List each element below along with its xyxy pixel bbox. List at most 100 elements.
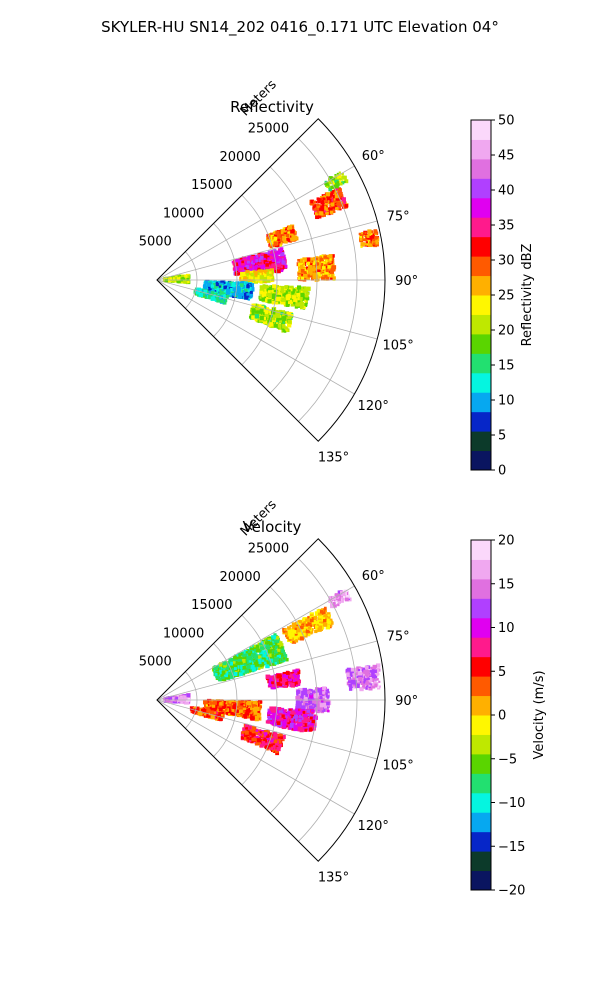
echo-gate (257, 269, 262, 274)
echo-gate (287, 681, 291, 685)
colorbar-tick-label: 40 (498, 184, 515, 199)
echo-gate (250, 287, 255, 292)
echo-gate (294, 671, 298, 675)
range-tick-label: 10000 (163, 206, 204, 221)
echo-gate (285, 303, 290, 307)
echo-gate (373, 243, 378, 248)
echo-gate (243, 277, 248, 282)
echo-gate (234, 266, 239, 271)
azimuth-tick-label: 135° (318, 451, 349, 466)
echo-gate (320, 205, 323, 209)
echo-gate (321, 261, 326, 266)
echo-gate (210, 296, 215, 301)
echo-gate (307, 274, 311, 278)
echo-gate (287, 231, 290, 234)
echo-gate (258, 304, 262, 308)
range-tick-label: 25000 (248, 122, 289, 137)
echo-gate (362, 238, 365, 242)
colorbar-swatch (471, 392, 491, 413)
echo-gate (306, 272, 311, 276)
echo-gate (218, 677, 222, 682)
echo-gate (371, 233, 375, 237)
echo-gate (225, 671, 229, 675)
echo-gate (339, 208, 342, 211)
echo-gate (298, 262, 302, 267)
echo-gate (325, 182, 330, 187)
echo-gate (303, 294, 306, 297)
echo-gate (240, 271, 245, 277)
echo-gate (237, 671, 240, 674)
echo-gate (319, 207, 323, 212)
echo-gate (271, 300, 276, 305)
echo-gate (312, 698, 315, 701)
echo-gate (288, 632, 292, 636)
echo-gate (290, 235, 293, 238)
echo-gate (254, 314, 260, 319)
echo-gate (267, 275, 272, 281)
echo-gate (247, 669, 252, 673)
echo-gate (326, 256, 330, 260)
echo-gate (327, 693, 330, 696)
echo-gate (363, 242, 367, 246)
echo-gate (285, 630, 289, 634)
echo-gate (303, 286, 307, 290)
echo-gate (369, 243, 373, 248)
echo-gate (288, 301, 291, 305)
echo-gate (280, 265, 283, 269)
echo-gate (267, 291, 272, 296)
echo-gate (253, 644, 257, 648)
echo-gate (309, 273, 313, 276)
echo-gate (327, 614, 330, 617)
range-tick-label: 15000 (191, 178, 232, 193)
echo-gate (250, 272, 255, 277)
echo-gate (276, 657, 280, 661)
echo-gate (344, 179, 349, 184)
echo-gate (360, 236, 364, 239)
echo-gate (249, 261, 252, 265)
echo-gate (327, 265, 331, 269)
echo-gate (248, 287, 252, 290)
echo-gate (210, 291, 215, 295)
echo-gate (259, 263, 264, 268)
echo-gate (254, 274, 259, 279)
echo-gate (332, 199, 337, 204)
echo-gate (253, 650, 258, 655)
echo-gate (228, 658, 233, 663)
echo-gate (276, 238, 281, 244)
echo-gate (232, 655, 237, 660)
echo-gate (224, 294, 229, 299)
echo-gate (320, 687, 324, 691)
echo-gate (295, 302, 300, 307)
echo-gate (297, 695, 301, 699)
echo-gate (331, 254, 335, 258)
echo-gate (309, 618, 314, 623)
echo-gate (206, 282, 211, 287)
echo-gate (283, 231, 288, 236)
radar-sector: 60°75°90°105°120°135°5000100001500020000… (139, 77, 418, 465)
echo-gate (329, 205, 332, 208)
echo-gate (218, 285, 222, 288)
echo-gate (290, 314, 294, 317)
echo-gate (322, 213, 326, 217)
echo-gate (232, 661, 236, 664)
colorbar-swatch (471, 158, 491, 179)
echo-gate (323, 198, 328, 203)
echo-gate (213, 285, 217, 289)
echo-gate (251, 311, 255, 315)
echo-gate (280, 289, 285, 294)
echo-gate (237, 658, 242, 664)
echo-gate (271, 258, 276, 263)
echo-gate (297, 679, 302, 684)
echo-gate (284, 330, 287, 333)
radar-sector: 60°75°90°105°120°135°5000100001500020000… (139, 497, 418, 885)
echo-gate (331, 191, 334, 194)
echo-gate (275, 648, 278, 651)
echo-gate (323, 693, 328, 698)
echo-gate (228, 281, 234, 286)
echo-gate (248, 315, 252, 319)
echo-gate (294, 675, 298, 679)
echo-gate (325, 691, 330, 696)
echo-gate (316, 263, 321, 268)
echo-gate (267, 263, 271, 267)
echo-gate (260, 266, 264, 270)
